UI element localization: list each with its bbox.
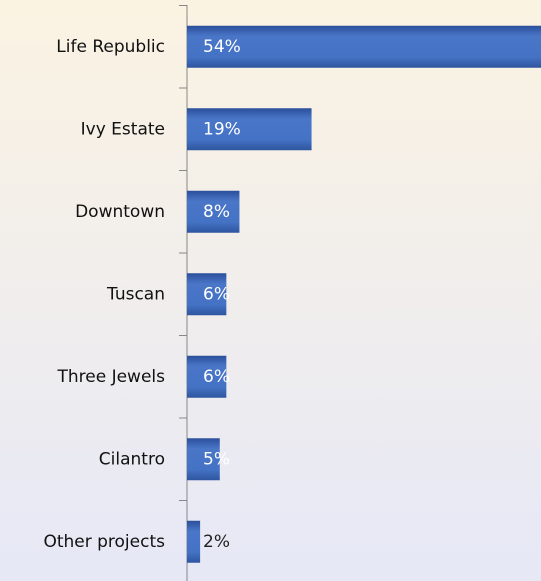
value-label: 2%: [203, 532, 230, 552]
bar: [187, 25, 541, 68]
category-label: Ivy Estate: [81, 119, 165, 139]
bar: [187, 438, 220, 481]
bar: [187, 355, 227, 398]
bar: [187, 108, 312, 151]
category-label: Cilantro: [99, 449, 165, 469]
value-label: 8%: [203, 202, 230, 222]
category-label: Life Republic: [56, 37, 165, 57]
bar: [187, 273, 227, 316]
category-label: Downtown: [75, 202, 165, 222]
value-label: 54%: [203, 37, 241, 57]
category-label: Other projects: [43, 532, 165, 552]
bar: [187, 520, 201, 563]
value-label: 5%: [203, 449, 230, 469]
category-label: Tuscan: [106, 284, 165, 304]
bar: [187, 190, 240, 233]
value-label: 6%: [203, 284, 230, 304]
value-label: 6%: [203, 367, 230, 387]
value-label: 19%: [203, 119, 241, 139]
category-label: Three Jewels: [56, 367, 165, 387]
